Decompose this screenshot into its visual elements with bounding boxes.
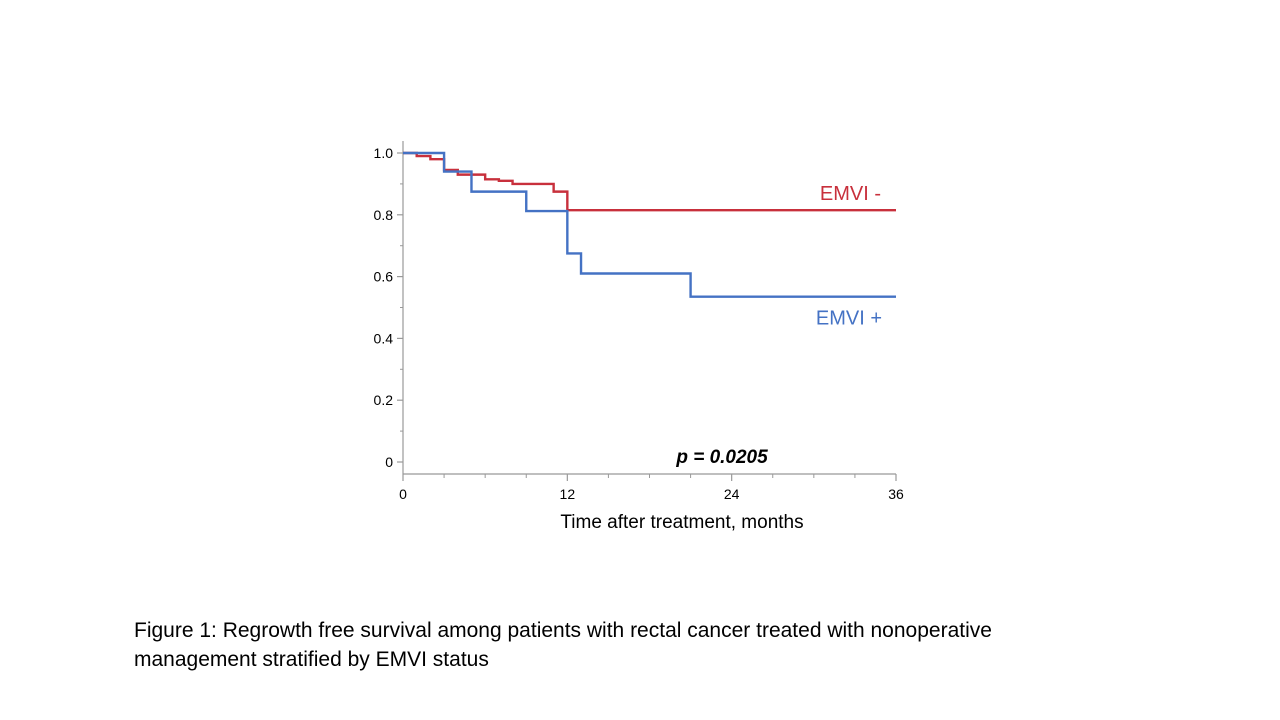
chart-curves xyxy=(403,151,896,298)
y-tick-label: 0.8 xyxy=(374,207,394,223)
p-value-annotation: p = 0.0205 xyxy=(675,447,768,468)
chart-ticks: 0 0.2 0.4 0.6 0.8 1.0 0 12 24 36 xyxy=(374,145,904,502)
y-tick-label: 0 xyxy=(385,454,393,470)
series-line-emvi-positive xyxy=(403,151,896,298)
chart-labels: EMVI - EMVI + p = 0.0205 Time after treatme… xyxy=(560,183,882,533)
kaplan-meier-chart: 0 0.2 0.4 0.6 0.8 1.0 0 12 24 36 EMVI - EMVI + p = … xyxy=(374,141,904,533)
y-tick-label: 1.0 xyxy=(374,145,394,161)
x-tick-label: 36 xyxy=(888,486,904,502)
caption-line-2: management stratified by EMVI status xyxy=(134,648,489,671)
y-tick-label: 0.4 xyxy=(374,330,394,346)
series-label-emvi-positive: EMVI + xyxy=(816,308,882,330)
x-tick-label: 24 xyxy=(724,486,740,502)
y-tick-label: 0.6 xyxy=(374,269,394,285)
x-tick-label: 0 xyxy=(399,486,407,502)
x-tick-label: 12 xyxy=(560,486,576,502)
figure-caption: Figure 1: Regrowth free survival among p… xyxy=(134,616,1174,674)
series-line-emvi-negative xyxy=(403,151,896,212)
x-axis-label: Time after treatment, months xyxy=(560,512,803,533)
caption-line-1: Figure 1: Regrowth free survival among p… xyxy=(134,619,992,642)
series-label-emvi-negative: EMVI - xyxy=(820,183,881,205)
y-tick-label: 0.2 xyxy=(374,392,394,408)
